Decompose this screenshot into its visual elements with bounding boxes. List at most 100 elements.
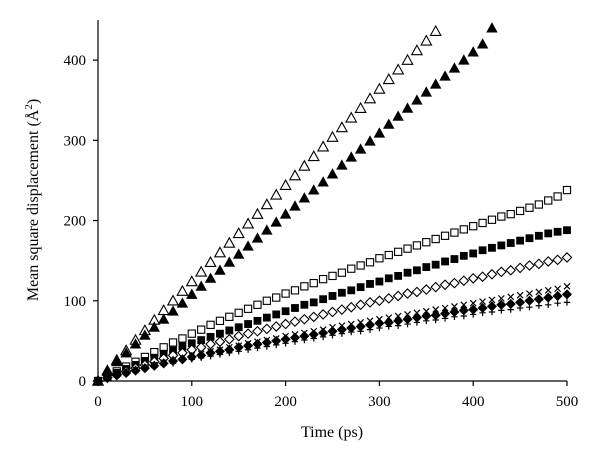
data-point-plus: [216, 351, 224, 358]
data-point-square-open: [403, 244, 412, 253]
data-point-plus: [432, 316, 439, 324]
data-point-triangle-filled: [383, 118, 395, 129]
data-point-triangle-filled: [458, 54, 470, 65]
data-point-square-filled: [309, 298, 318, 307]
data-point-square-filled: [431, 260, 440, 269]
data-point-plus: [348, 328, 355, 336]
data-point-plus: [310, 335, 317, 342]
data-point-square-open: [225, 312, 234, 321]
data-point-triangle-filled: [270, 216, 282, 227]
data-point-triangle-filled: [298, 192, 311, 203]
data-point-diamond-open: [411, 286, 423, 298]
data-point-diamond-open: [336, 304, 348, 315]
data-point-triangle-open: [185, 275, 198, 287]
data-point-plus: [244, 346, 252, 353]
data-point-cross: [488, 296, 496, 304]
data-point-triangle-filled: [186, 288, 198, 299]
data-point-diamond-open: [552, 254, 563, 266]
data-point-square-open: [206, 320, 215, 329]
data-point-plus: [188, 356, 195, 363]
data-point-triangle-filled: [251, 232, 264, 243]
data-point-triangle-open: [232, 227, 245, 239]
data-point-square-filled: [291, 304, 299, 312]
data-point-square-open: [356, 261, 365, 270]
data-point-square-open: [300, 282, 309, 291]
data-point-diamond-open: [214, 336, 226, 348]
data-point-triangle-filled: [223, 256, 236, 267]
data-point-square-open: [375, 254, 384, 263]
data-point-square-open: [469, 222, 478, 231]
data-point-triangle-filled: [176, 297, 189, 308]
data-point-square-open: [562, 185, 572, 195]
series-diamond-filled: [92, 289, 573, 387]
x-tick-label: 300: [368, 394, 391, 410]
data-point-square-filled: [328, 292, 337, 300]
data-point-diamond-open: [486, 268, 498, 280]
data-point-square-open: [178, 334, 187, 343]
data-point-triangle-open: [251, 207, 264, 219]
y-axis-title-end: ): [25, 99, 42, 104]
data-point-plus: [104, 375, 111, 382]
data-point-diamond-filled: [552, 290, 563, 301]
data-point-plus: [488, 308, 496, 316]
data-point-triangle-filled: [157, 313, 170, 324]
series-square-open: [93, 185, 572, 386]
data-point-square-open: [544, 196, 553, 205]
data-point-plus: [470, 311, 477, 318]
data-point-plus: [394, 322, 402, 329]
data-point-plus: [423, 317, 430, 325]
data-point-diamond-open: [242, 328, 254, 340]
data-point-diamond-open: [514, 262, 526, 274]
data-point-triangle-open: [307, 150, 320, 162]
data-point-square-filled: [319, 295, 328, 304]
data-point-triangle-filled: [148, 321, 160, 332]
data-point-triangle-filled: [476, 38, 489, 49]
data-point-square-filled: [262, 313, 271, 322]
chart-axes: [97, 20, 567, 382]
data-point-triangle-filled: [486, 22, 498, 33]
data-point-square-open: [534, 200, 544, 209]
data-point-triangle-open: [401, 53, 414, 65]
data-point-triangle-filled: [261, 224, 273, 235]
data-point-square-open: [243, 304, 253, 313]
data-point-diamond-open: [458, 275, 470, 287]
data-point-plus: [545, 301, 552, 308]
data-point-cross: [460, 301, 468, 309]
y-tick-label: 200: [64, 214, 87, 230]
data-point-diamond-open: [270, 321, 282, 332]
x-tick-label: 400: [462, 394, 485, 410]
data-point-square-filled: [234, 323, 243, 332]
data-point-square-filled: [422, 263, 431, 271]
data-point-triangle-open: [335, 121, 349, 133]
data-point-diamond-filled: [561, 289, 573, 300]
data-point-triangle-filled: [448, 62, 461, 73]
data-point-square-filled: [478, 246, 487, 255]
data-point-plus: [282, 340, 289, 347]
data-point-plus: [451, 313, 458, 321]
data-point-diamond-open: [505, 264, 517, 276]
data-point-plus: [498, 307, 505, 314]
data-point-triangle-filled: [120, 347, 132, 358]
data-point-square-filled: [384, 274, 393, 283]
y-tick-label: 400: [64, 53, 87, 69]
data-point-triangle-filled: [289, 200, 301, 211]
data-point-square-open: [347, 264, 356, 273]
series-layer: [91, 22, 573, 387]
data-point-plus: [197, 354, 205, 361]
data-point-triangle-open: [373, 82, 386, 94]
x-axis-ticks: 0 100 200 300 400 500: [94, 381, 578, 410]
data-point-square-open: [262, 296, 271, 305]
series-square-filled: [94, 226, 571, 385]
data-point-square-filled: [394, 272, 403, 280]
x-tick-label: 500: [556, 394, 579, 410]
data-point-plus: [441, 315, 449, 322]
y-tick-label: 100: [64, 294, 87, 310]
data-point-triangle-open: [410, 44, 424, 56]
data-point-diamond-open: [561, 252, 573, 263]
data-point-cross: [451, 302, 458, 310]
data-point-diamond-open: [345, 301, 357, 313]
data-point-square-filled: [506, 239, 515, 247]
data-point-triangle-filled: [345, 151, 357, 162]
data-point-diamond-open: [308, 311, 320, 323]
data-point-triangle-filled: [392, 110, 404, 121]
